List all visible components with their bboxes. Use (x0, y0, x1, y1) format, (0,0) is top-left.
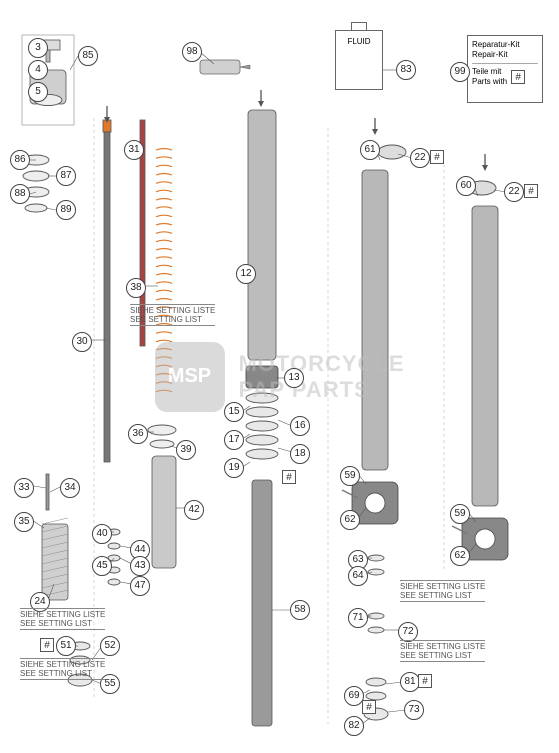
callout-40: 40 (92, 524, 112, 544)
watermark-line2: PAP PARTS (238, 377, 404, 402)
repair-kit-l0: Reparatur-Kit (472, 40, 538, 50)
callout-86: 86 (10, 150, 30, 170)
callout-47: 47 (130, 576, 150, 596)
callout-22: 22 (410, 148, 430, 168)
callout-38: 38 (126, 278, 146, 298)
callout-33: 33 (14, 478, 34, 498)
fluid-bottle-cap (351, 22, 367, 30)
callout-18: 18 (290, 444, 310, 464)
see-setting-list-label: SIEHE SETTING LISTE SEE SETTING LIST (400, 580, 485, 602)
diagram-canvas: MSP MOTORCYCLE PAP PARTS Reparatur-Kit R… (0, 0, 559, 753)
fluid-label: FLUID (347, 37, 370, 46)
callout-34: 34 (60, 478, 80, 498)
callout-72: 72 (398, 622, 418, 642)
callout-17: 17 (224, 430, 244, 450)
callout-35: 35 (14, 512, 34, 532)
callout-39: 39 (176, 440, 196, 460)
hash-marker: # (524, 184, 538, 198)
hash-marker: # (430, 150, 444, 164)
callout-45: 45 (92, 556, 112, 576)
hash-marker: # (418, 674, 432, 688)
callout-81: 81 (400, 672, 420, 692)
see-setting-list-label: SIEHE SETTING LISTE SEE SETTING LIST (20, 658, 105, 680)
hash-marker: # (40, 638, 54, 652)
callout-62: 62 (340, 510, 360, 530)
see-setting-list-label: SIEHE SETTING LISTE SEE SETTING LIST (400, 640, 485, 662)
watermark-text: MOTORCYCLE PAP PARTS (238, 351, 404, 402)
callout-83: 83 (396, 60, 416, 80)
callout-73: 73 (404, 700, 424, 720)
fluid-bottle: FLUID (335, 30, 383, 90)
callout-43: 43 (130, 556, 150, 576)
callout-58: 58 (290, 600, 310, 620)
repair-kit-l1: Repair-Kit (472, 50, 538, 60)
callout-5: 5 (28, 82, 48, 102)
hash-marker: # (282, 470, 296, 484)
callout-82: 82 (344, 716, 364, 736)
callout-85: 85 (78, 46, 98, 66)
callout-64: 64 (348, 566, 368, 586)
callout-62: 62 (450, 546, 470, 566)
repair-kit-l3: Teile mit (472, 67, 507, 77)
callout-42: 42 (184, 500, 204, 520)
callout-69: 69 (344, 686, 364, 706)
callout-16: 16 (290, 416, 310, 436)
watermark-line1: MOTORCYCLE (238, 351, 404, 376)
repair-kit-hash: # (511, 70, 525, 84)
callout-59: 59 (450, 504, 470, 524)
callout-15: 15 (224, 402, 244, 422)
callout-61: 61 (360, 140, 380, 160)
callout-19: 19 (224, 458, 244, 478)
see-setting-list-label: SIEHE SETTING LISTE SEE SETTING LIST (130, 304, 215, 326)
callout-31: 31 (124, 140, 144, 160)
callout-60: 60 (456, 176, 476, 196)
watermark: MSP MOTORCYCLE PAP PARTS (154, 342, 404, 412)
repair-kit-box: Reparatur-Kit Repair-Kit Teile mit Parts… (467, 35, 543, 103)
callout-4: 4 (28, 60, 48, 80)
callout-98: 98 (182, 42, 202, 62)
callout-59: 59 (340, 466, 360, 486)
repair-kit-divider (472, 63, 538, 64)
callout-71: 71 (348, 608, 368, 628)
watermark-badge: MSP (154, 342, 224, 412)
callout-22: 22 (504, 182, 524, 202)
callout-3: 3 (28, 38, 48, 58)
callout-87: 87 (56, 166, 76, 186)
callout-99: 99 (450, 62, 470, 82)
repair-kit-l4: Parts with (472, 77, 507, 87)
callout-30: 30 (72, 332, 92, 352)
callout-36: 36 (128, 424, 148, 444)
callout-52: 52 (100, 636, 120, 656)
callout-88: 88 (10, 184, 30, 204)
callout-89: 89 (56, 200, 76, 220)
hash-marker: # (362, 700, 376, 714)
see-setting-list-label: SIEHE SETTING LISTE SEE SETTING LIST (20, 608, 105, 630)
callout-13: 13 (284, 368, 304, 388)
callout-51: 51 (56, 636, 76, 656)
callout-12: 12 (236, 264, 256, 284)
